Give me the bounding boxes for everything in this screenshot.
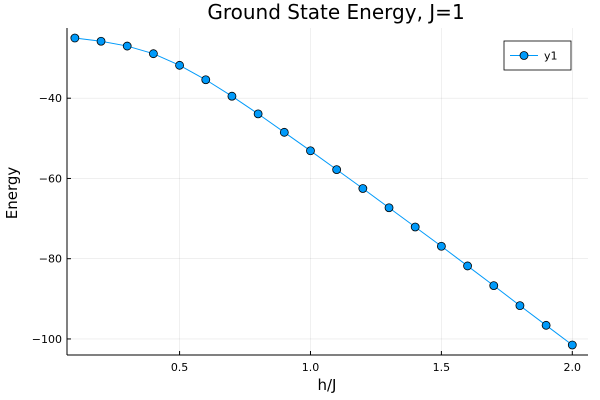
y-tick-label: −80 xyxy=(39,253,62,266)
data-point xyxy=(384,203,394,213)
data-point xyxy=(306,146,315,156)
chart-title: Ground State Energy, J=1 xyxy=(207,0,464,24)
axes xyxy=(66,28,588,356)
data-point xyxy=(515,301,525,311)
data-point xyxy=(463,261,472,271)
legend-entry-y1: y1 xyxy=(544,50,558,63)
legend-marker-sample xyxy=(519,51,529,60)
x-tick-label: 0.5 xyxy=(171,361,189,374)
data-point xyxy=(148,49,158,59)
y-axis-label: Energy xyxy=(3,167,21,220)
data-point xyxy=(489,281,499,290)
data-point xyxy=(541,320,551,330)
x-tick-label: 2.0 xyxy=(564,361,582,374)
x-axis-label: h/J xyxy=(318,376,337,394)
data-point xyxy=(279,127,289,137)
series-layer xyxy=(70,33,577,350)
x-tick-label: 1.0 xyxy=(302,361,320,374)
data-point xyxy=(332,165,342,175)
series-line-y1 xyxy=(74,37,573,346)
x-tick-label: 1.5 xyxy=(433,361,451,374)
gridlines xyxy=(67,28,588,355)
x-axis-ticks: 0.5 1.0 1.5 2.0 xyxy=(171,351,581,374)
y-tick-label: −40 xyxy=(39,92,62,105)
y-tick-label: −100 xyxy=(32,333,62,346)
y-tick-label: −60 xyxy=(39,172,62,185)
data-point xyxy=(253,109,263,119)
data-point xyxy=(96,36,106,46)
data-point xyxy=(567,340,577,350)
data-point xyxy=(175,60,184,70)
y-axis-ticks: −40 −60 −80 −100 xyxy=(32,92,71,346)
data-point xyxy=(227,91,237,101)
data-point xyxy=(70,33,80,43)
data-point xyxy=(201,75,211,85)
data-point xyxy=(436,241,446,251)
data-point xyxy=(410,222,420,232)
data-point xyxy=(122,41,132,51)
legend: y1 xyxy=(503,40,572,71)
data-point xyxy=(358,184,368,193)
